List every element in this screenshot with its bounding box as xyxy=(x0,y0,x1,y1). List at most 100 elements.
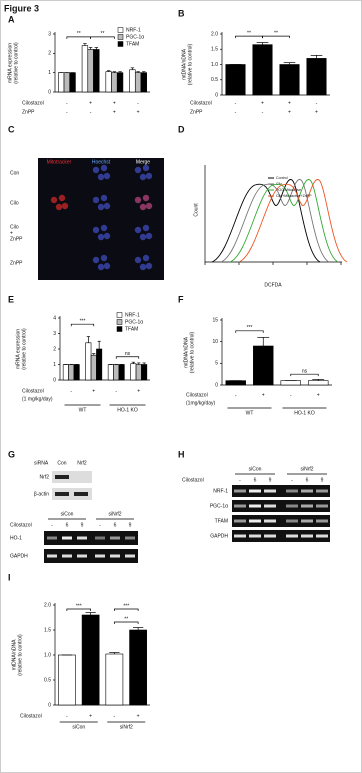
condition-value: + xyxy=(113,100,116,106)
histogram-curve xyxy=(229,179,339,263)
blot-band xyxy=(55,492,69,496)
y-tick-label: 1 xyxy=(48,70,51,76)
blot-band xyxy=(62,536,72,540)
panel-label: B xyxy=(178,8,185,18)
condition-value: - xyxy=(290,392,292,398)
group-label: siCon xyxy=(72,724,85,730)
condition-value: - xyxy=(235,109,237,115)
histogram-curve xyxy=(211,179,321,263)
condition-name: ZnPP xyxy=(22,109,35,115)
significance-bracket xyxy=(115,356,140,359)
significance-label: ns xyxy=(302,368,308,374)
error-bar xyxy=(256,42,269,45)
y-tick-label: 0 xyxy=(215,92,218,98)
cell xyxy=(139,203,147,211)
y-axis-label: mtDNA/nDNA xyxy=(181,48,187,80)
blot-band xyxy=(264,534,276,538)
cell xyxy=(145,202,153,210)
panel-label: G xyxy=(8,449,15,459)
bar xyxy=(111,72,118,93)
blot-band xyxy=(234,489,246,493)
blot-band xyxy=(249,519,261,523)
y-tick-label: 0.5 xyxy=(211,77,218,83)
bar xyxy=(130,363,137,381)
blot-band xyxy=(301,519,313,523)
condition-value: + xyxy=(137,109,140,115)
error-bar xyxy=(142,362,146,365)
bar xyxy=(279,64,300,96)
cell xyxy=(100,164,108,172)
cell xyxy=(97,263,105,271)
significance-bracket xyxy=(235,330,264,333)
error-bar xyxy=(109,652,120,654)
bar xyxy=(252,44,273,96)
blot-band xyxy=(249,504,261,508)
cell xyxy=(92,166,100,174)
error-bar xyxy=(131,361,135,364)
blot-band xyxy=(47,554,57,558)
blot-band xyxy=(264,489,276,493)
condition-value: + xyxy=(113,109,116,115)
y-axis-label: mtDNA/nDNA xyxy=(11,639,17,671)
blot-band xyxy=(286,519,298,523)
condition-name: Cilostazol xyxy=(22,100,44,106)
lane-label: 6 xyxy=(66,522,69,528)
error-bar xyxy=(310,54,323,59)
bar xyxy=(134,72,142,93)
bar xyxy=(116,72,124,93)
blot-band xyxy=(316,489,328,493)
cell xyxy=(142,194,150,202)
y-tick-label: 3 xyxy=(48,31,51,37)
bar xyxy=(68,364,75,381)
cell xyxy=(92,256,100,264)
bar xyxy=(96,348,103,381)
y-axis-label: Count xyxy=(193,203,199,217)
condition-value: - xyxy=(66,100,68,106)
bar xyxy=(118,364,125,381)
condition-value: + xyxy=(92,388,95,394)
legend-swatch xyxy=(116,319,123,325)
bar xyxy=(141,364,148,381)
significance-label: ** xyxy=(101,31,105,37)
condition-value: - xyxy=(115,388,117,394)
significance-bracket xyxy=(70,323,95,327)
cell xyxy=(139,263,147,271)
row-label: Nrf2 xyxy=(40,474,50,480)
significance-label: ns xyxy=(125,351,131,357)
panel-label: F xyxy=(178,294,184,304)
error-bar xyxy=(97,340,101,349)
bar xyxy=(107,364,114,381)
significance-label: *** xyxy=(247,325,253,331)
significance-label: ** xyxy=(124,616,128,622)
row-label: TFAM xyxy=(215,518,228,524)
bar xyxy=(129,69,136,93)
bar xyxy=(105,71,112,93)
condition-value: - xyxy=(66,109,68,115)
bar xyxy=(225,64,246,96)
lane-label: - xyxy=(239,477,241,483)
significance-label: ** xyxy=(77,31,81,37)
error-bar xyxy=(94,47,99,50)
significance-label: ** xyxy=(247,30,251,36)
blot-band xyxy=(62,554,72,558)
group-label: siNrf2 xyxy=(300,466,313,472)
legend-label: TFAM xyxy=(126,41,139,47)
panel-label: C xyxy=(8,124,15,134)
y-axis-label: mRNA expression xyxy=(7,43,13,83)
significance-label: *** xyxy=(80,319,86,325)
row-label: PGC-1α xyxy=(210,503,228,509)
bar xyxy=(90,354,97,381)
cell xyxy=(134,166,142,174)
column-header: Mitotracker xyxy=(47,159,72,165)
blot-header: siRNA xyxy=(34,460,49,466)
y-axis-label: mtDNA/nDNA xyxy=(183,336,189,368)
bar xyxy=(280,380,301,386)
cell xyxy=(97,203,105,211)
lane-label: 6 xyxy=(114,522,117,528)
condition-value: + xyxy=(288,109,291,115)
condition-value: + xyxy=(315,109,318,115)
group-label: siNrf2 xyxy=(120,724,133,730)
legend-label: PGC-1α xyxy=(126,34,144,40)
blot-band xyxy=(77,554,87,558)
